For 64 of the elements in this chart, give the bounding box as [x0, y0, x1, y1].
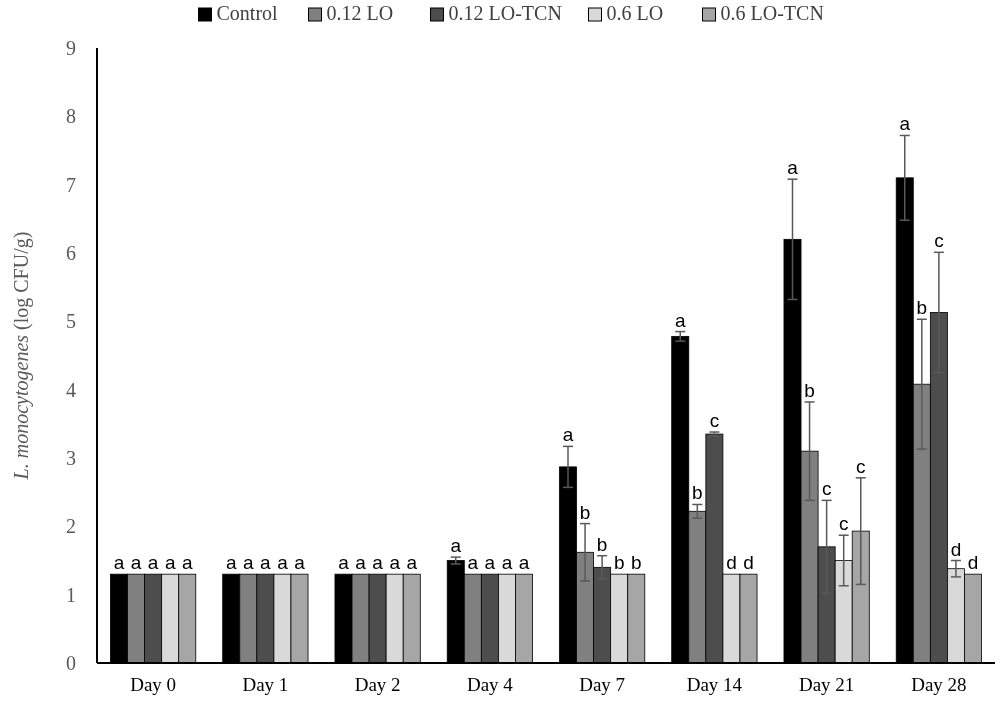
- annotation: a: [501, 552, 513, 574]
- x-tick-label: Day 28: [911, 674, 967, 695]
- y-tick-label: 8: [66, 105, 76, 128]
- x-tick-label: Day 1: [242, 674, 289, 695]
- x-tick-label: Day 2: [354, 674, 401, 695]
- annotation: b: [613, 552, 625, 574]
- annotation: b: [630, 552, 642, 574]
- x-tick-label: Day 14: [686, 674, 743, 695]
- annotation: b: [804, 379, 815, 401]
- annotation: a: [260, 552, 272, 574]
- y-tick-label: 0: [66, 652, 76, 674]
- x-tick-label: Day 0: [130, 674, 177, 695]
- annotation: a: [181, 552, 193, 574]
- annotation: a: [406, 552, 418, 574]
- annotation: a: [277, 552, 289, 574]
- x-tick-label: Day 4: [466, 674, 514, 695]
- annotation: d: [726, 552, 737, 574]
- y-tick-label: 9: [66, 37, 76, 59]
- annotation: a: [674, 309, 686, 331]
- annotation: a: [147, 552, 159, 574]
- y-tick-label: 1: [66, 583, 76, 606]
- annotation: c: [934, 230, 944, 252]
- legend-label: Control: [216, 2, 279, 24]
- annotation: a: [389, 552, 401, 574]
- annotation: a: [467, 552, 479, 574]
- annotation: a: [484, 552, 496, 574]
- annotation: a: [562, 424, 574, 446]
- x-tick-label: Day 7: [579, 674, 626, 695]
- legend-label: 0.12 LO-TCN: [448, 2, 562, 24]
- annotation: a: [164, 552, 176, 574]
- annotation: a: [355, 552, 367, 574]
- annotation: a: [130, 552, 142, 574]
- annotation: a: [243, 552, 255, 574]
- annotation: c: [821, 478, 832, 500]
- annotation: a: [899, 113, 911, 135]
- annotation: a: [518, 552, 530, 574]
- y-tick-label: 4: [66, 378, 76, 401]
- legend-label: 0.6 LO: [606, 2, 664, 24]
- annotation: a: [450, 535, 462, 557]
- y-tick-label: 2: [66, 515, 76, 538]
- annotation: a: [338, 552, 350, 574]
- annotation: c: [856, 455, 866, 477]
- annotation: b: [692, 482, 703, 504]
- legend-label: 0.6 LO-TCN: [720, 2, 824, 24]
- annotation: a: [294, 552, 306, 574]
- annotation: c: [838, 513, 849, 535]
- y-tick-label: 7: [66, 173, 76, 196]
- y-axis-title: L. monocytogenes (log CFU/g): [10, 231, 33, 481]
- annotation: a: [372, 552, 384, 574]
- y-tick-label: 6: [66, 242, 76, 264]
- y-tick-label: 3: [66, 447, 76, 469]
- annotation: d: [950, 538, 962, 560]
- annotation: a: [113, 552, 125, 574]
- annotation: b: [916, 297, 928, 319]
- annotation: c: [709, 410, 720, 432]
- annotation: b: [579, 501, 591, 523]
- annotation: b: [596, 533, 608, 555]
- legend-label: 0.12 LO: [326, 2, 394, 24]
- annotation: d: [743, 552, 754, 574]
- annotation: d: [967, 552, 979, 574]
- x-tick-label: Day 21: [798, 674, 855, 695]
- y-tick-label: 5: [66, 310, 76, 333]
- annotation: a: [787, 157, 799, 179]
- annotation: a: [225, 552, 237, 574]
